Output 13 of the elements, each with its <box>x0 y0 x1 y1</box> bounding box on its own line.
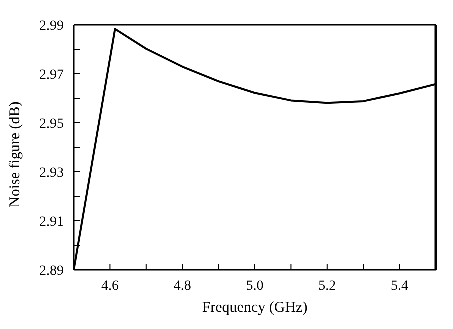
y-axis-title: Noise figure (dB) <box>7 102 24 208</box>
x-axis-title: Frequency (GHz) <box>202 300 308 316</box>
y-tick-label: 2.97 <box>40 68 64 83</box>
text: 5.0 <box>246 278 264 294</box>
y-tick-label: 2.93 <box>40 166 64 181</box>
x-tick-label: 4.6 <box>101 278 119 294</box>
y-tick-label: 2.91 <box>40 214 64 230</box>
y-tick-label: 2.89 <box>40 264 64 279</box>
y-tick-label: 2.95 <box>40 116 64 132</box>
x-tick-label: 5.4 <box>391 278 409 294</box>
x-tick-label: 5.2 <box>318 278 336 294</box>
x-tick-label: 4.8 <box>174 278 192 294</box>
y-tick-label: 2.99 <box>40 18 64 34</box>
